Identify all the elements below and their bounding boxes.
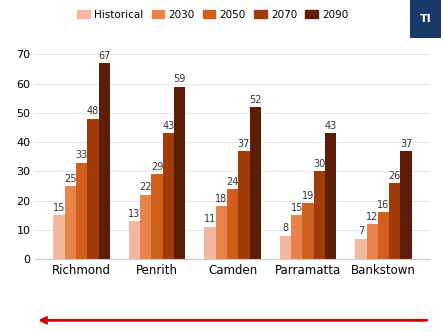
Text: 8: 8	[282, 223, 288, 233]
Text: 30: 30	[313, 159, 326, 169]
Text: 37: 37	[400, 138, 412, 148]
Bar	[325, 133, 336, 259]
Text: 33: 33	[76, 150, 88, 160]
Text: 52: 52	[249, 95, 261, 105]
Bar	[163, 133, 174, 259]
Legend: Historical, 2030, 2050, 2070, 2090: Historical, 2030, 2050, 2070, 2090	[73, 6, 353, 24]
Bar	[280, 236, 291, 259]
Bar	[400, 151, 412, 259]
Text: 18: 18	[215, 194, 227, 204]
Bar	[140, 195, 152, 259]
Bar	[249, 107, 261, 259]
Bar	[87, 119, 99, 259]
Text: 11: 11	[204, 214, 216, 224]
Bar	[314, 171, 325, 259]
Text: 26: 26	[389, 171, 401, 181]
Bar	[204, 227, 216, 259]
Text: 22: 22	[140, 182, 152, 192]
Bar	[129, 221, 140, 259]
Text: 43: 43	[325, 121, 337, 131]
Bar	[291, 215, 303, 259]
Text: 15: 15	[291, 203, 303, 213]
Bar	[378, 212, 389, 259]
Bar	[227, 189, 238, 259]
Bar	[53, 215, 65, 259]
Text: 48: 48	[87, 106, 99, 117]
Bar	[366, 224, 378, 259]
Text: 13: 13	[128, 208, 140, 219]
Text: 19: 19	[302, 191, 314, 201]
Text: 37: 37	[238, 138, 250, 148]
Bar	[174, 87, 186, 259]
Bar	[303, 204, 314, 259]
Text: 29: 29	[151, 162, 163, 172]
Text: TI: TI	[420, 14, 431, 24]
Bar	[389, 183, 400, 259]
Text: 16: 16	[377, 200, 389, 210]
Text: 25: 25	[64, 174, 77, 184]
Bar	[65, 186, 76, 259]
Text: 59: 59	[174, 74, 186, 84]
Text: 24: 24	[226, 177, 239, 187]
Bar	[99, 63, 110, 259]
Text: 12: 12	[366, 211, 378, 221]
Text: 7: 7	[358, 226, 364, 236]
Text: 67: 67	[98, 51, 110, 61]
Bar	[238, 151, 249, 259]
Bar	[152, 174, 163, 259]
Bar	[216, 207, 227, 259]
Text: 15: 15	[53, 203, 65, 213]
Text: 43: 43	[162, 121, 175, 131]
Bar	[355, 238, 366, 259]
Bar	[76, 163, 87, 259]
